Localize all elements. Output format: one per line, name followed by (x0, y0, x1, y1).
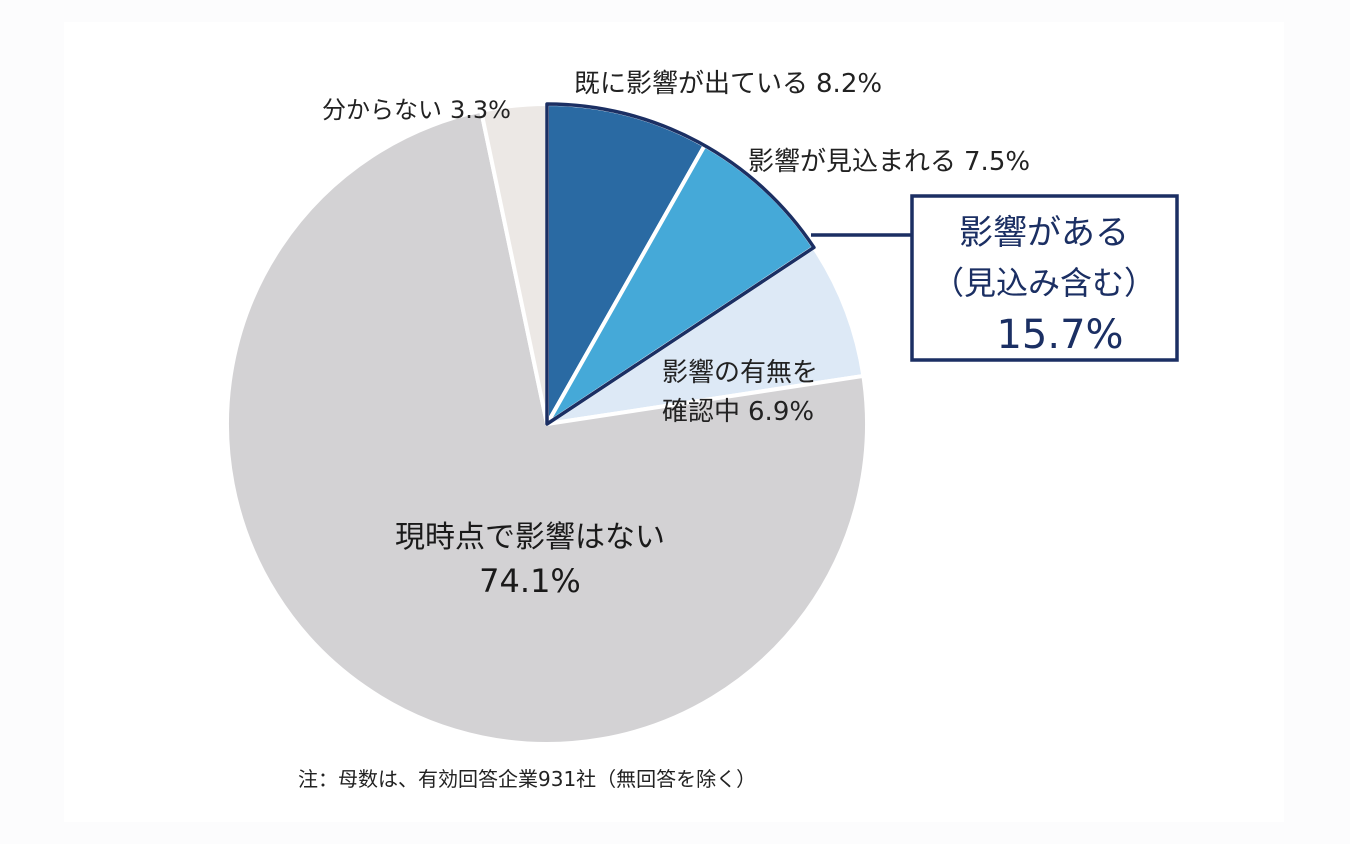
callout-line2: （見込み含む） (932, 264, 1156, 302)
label-none-name: 現時点で影響はない (395, 520, 665, 555)
callout-box (910, 194, 1179, 362)
pie-slice-checking (545, 245, 866, 426)
label-checking-line1: 影響の有無を (662, 358, 818, 388)
label-already: 既に影響が出ている 8.2% (574, 69, 882, 99)
label-expected: 影響が見込まれる 7.5% (748, 147, 1030, 177)
impact-group-outline (545, 102, 816, 426)
label-unknown: 分からない 3.3% (322, 96, 511, 124)
label-expected-value: 7.5% (964, 147, 1030, 177)
label-expected-name: 影響が見込まれる (748, 147, 956, 177)
footnote: 注：母数は、有効回答企業931社（無回答を除く） (298, 767, 756, 791)
impact-divider (545, 144, 706, 425)
label-checking-value: 6.9% (748, 397, 814, 427)
label-none-value: 74.1% (479, 562, 581, 600)
pie-slice-none (225, 108, 869, 746)
label-unknown-name: 分からない (322, 96, 442, 124)
label-already-name: 既に影響が出ている (574, 69, 808, 99)
label-checking-line2: 確認中 6.9% (662, 397, 814, 427)
callout-line1: 影響がある (959, 213, 1129, 253)
label-already-value: 8.2% (816, 69, 882, 99)
label-checking-name: 確認中 (662, 397, 740, 427)
callout-value: 15.7% (996, 312, 1123, 358)
label-unknown-value: 3.3% (450, 96, 511, 124)
